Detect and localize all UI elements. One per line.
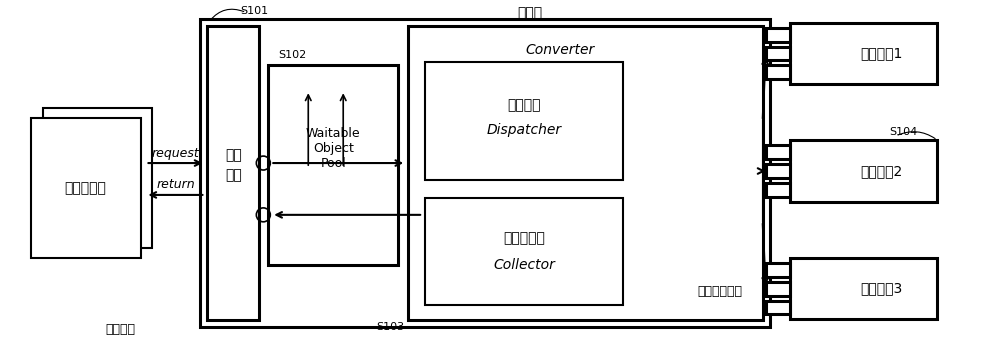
Bar	[408, 26, 763, 320]
Bar	[43, 108, 152, 248]
Text: request: request	[152, 146, 199, 159]
Bar	[766, 263, 790, 277]
Bar	[425, 198, 623, 306]
Text: return: return	[156, 178, 195, 191]
Bar	[790, 140, 937, 202]
Text: Waitable
Object
Pool: Waitable Object Pool	[306, 127, 361, 170]
Bar	[790, 258, 937, 319]
Text: （同步）: （同步）	[106, 323, 136, 336]
Text: Collector: Collector	[493, 258, 555, 272]
Text: S102: S102	[278, 50, 307, 61]
Text: S101: S101	[240, 6, 268, 15]
Bar	[766, 65, 790, 80]
Bar	[766, 301, 790, 314]
Bar	[766, 145, 790, 159]
Text: （异步并发）: （异步并发）	[697, 285, 742, 298]
Text: 入口: 入口	[225, 168, 242, 182]
Text: 主调: 主调	[225, 148, 242, 162]
Text: 资源组件3: 资源组件3	[860, 282, 902, 296]
Text: 策略分发: 策略分发	[507, 98, 541, 112]
Text: 转换器: 转换器	[517, 7, 543, 21]
Text: 资源组件1: 资源组件1	[860, 46, 902, 61]
Bar	[31, 118, 140, 258]
Text: 资源组件2: 资源组件2	[860, 164, 902, 178]
Bar	[425, 62, 623, 180]
Bar	[766, 27, 790, 42]
Bar	[200, 19, 770, 327]
Bar	[790, 23, 937, 84]
Text: S104: S104	[889, 127, 918, 137]
Bar	[207, 26, 259, 320]
Text: Converter: Converter	[525, 44, 595, 57]
Text: Dispatcher: Dispatcher	[486, 123, 562, 137]
Bar	[766, 282, 790, 296]
Text: S103: S103	[376, 322, 404, 332]
Bar	[766, 183, 790, 197]
Text: 服务请求组: 服务请求组	[65, 181, 107, 195]
Bar	[766, 164, 790, 178]
Text: 结果收集器: 结果收集器	[503, 231, 545, 245]
Bar	[268, 65, 398, 265]
Bar	[766, 46, 790, 61]
